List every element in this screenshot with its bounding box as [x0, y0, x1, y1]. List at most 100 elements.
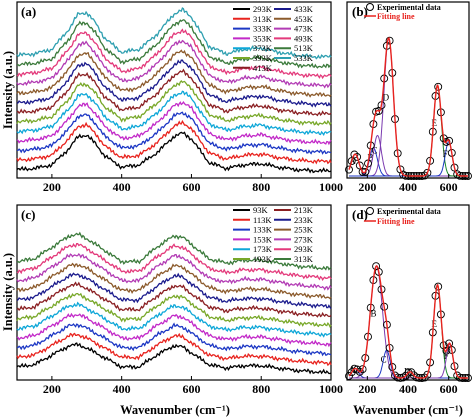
- data-point-3-37: [445, 339, 454, 348]
- series-line-2-2: [16, 322, 332, 357]
- legend-label-0-8: 453K: [294, 14, 314, 24]
- panel-c-frame: [16, 204, 332, 381]
- series-line-0-9: [16, 39, 332, 89]
- x-tick-label-1-1: 400: [399, 180, 417, 194]
- legend-label-0-6: 413K: [253, 63, 273, 73]
- data-point-3-4: [355, 367, 364, 376]
- peak-label-3-B: B: [370, 309, 376, 319]
- chart-marks: 200 400 600 800 1000293K313K333K353K373K393K…: [16, 4, 472, 396]
- peak-label-1-D: D: [383, 92, 390, 102]
- series-line-0-4: [16, 90, 332, 136]
- series-line-2-7: [16, 272, 332, 310]
- panel-d-label: (d): [352, 207, 368, 222]
- series-line-2-10: [16, 243, 332, 281]
- legend-label-2-3: 153K: [253, 234, 273, 244]
- data-point-3-17: [391, 371, 399, 380]
- legend-label-2-8: 253K: [294, 225, 314, 235]
- legend-label-2-1: 113K: [253, 215, 272, 225]
- series-line-0-10: [16, 28, 332, 80]
- panel-a-ylabel: Intensity (a.u.): [1, 51, 15, 129]
- series-line-0-6: [16, 68, 332, 117]
- x-tick-label-0-2: 600: [182, 180, 200, 194]
- panel-b-legend-marker: [366, 3, 374, 11]
- series-line-2-0: [16, 342, 332, 375]
- data-point-3-5: [358, 365, 367, 374]
- x-tick-label-2-3: 800: [252, 382, 270, 396]
- legend-label-0-4: 373K: [253, 43, 273, 53]
- x-tick-label-0-3: 800: [252, 180, 270, 194]
- legend-label-0-1: 313K: [253, 14, 273, 24]
- panel-a-frame: [16, 1, 332, 179]
- x-tick-label-0-1: 400: [113, 180, 131, 194]
- x-tick-label-2-1: 400: [113, 382, 131, 396]
- peak-label-3-C: C: [381, 355, 387, 365]
- legend-label-2-2: 133K: [253, 225, 273, 235]
- panel-b-legend-experimental: Experimental data: [377, 3, 441, 12]
- data-point-1-37: [445, 136, 454, 145]
- x-tick-label-0-4: 1000: [319, 180, 343, 194]
- peak-label-1-F: F: [443, 149, 448, 159]
- legend-label-0-11: 513K: [294, 43, 314, 53]
- peak-curve-3-E: [349, 283, 468, 379]
- series-line-2-8: [16, 262, 332, 300]
- x-tick-label-2-4: 1000: [319, 382, 343, 396]
- panel-d-legend-experimental: Experimental data: [377, 207, 441, 216]
- panel-d-xlabel: Wavenumber (cm⁻¹): [353, 403, 463, 417]
- data-point-1-29: [423, 168, 432, 177]
- legend-label-0-12: 533K: [294, 53, 314, 63]
- series-line-2-11: [16, 231, 332, 271]
- series-line-2-1: [16, 332, 332, 367]
- legend-label-2-11: 313K: [294, 254, 314, 264]
- series-line-0-1: [16, 119, 332, 165]
- series-line-0-3: [16, 100, 332, 146]
- panel-c-ylabel: Intensity (a.u.): [1, 253, 15, 331]
- peak-label-1-B: B: [367, 153, 373, 163]
- panel-b-label: (b): [352, 4, 368, 19]
- legend-label-2-4: 173K: [253, 244, 273, 254]
- data-point-1-5: [358, 167, 367, 176]
- legend-label-2-6: 213K: [294, 205, 314, 215]
- series-line-2-6: [16, 281, 332, 318]
- panel-c-label: (c): [21, 207, 35, 222]
- legend-label-2-9: 273K: [294, 234, 314, 244]
- panel-b-legend-fitting: Fitting line: [377, 12, 415, 21]
- legend-label-0-0: 293K: [253, 4, 273, 14]
- x-tick-label-2-2: 600: [182, 382, 200, 396]
- series-line-2-4: [16, 301, 332, 338]
- data-point-1-4: [355, 161, 364, 170]
- panel-d-legend-marker: [366, 207, 374, 215]
- panel-a-label: (a): [21, 4, 36, 19]
- series-line-2-3: [16, 312, 332, 348]
- data-point-1-0: [345, 165, 353, 174]
- data-point-3-40: [453, 371, 462, 380]
- legend-label-0-3: 353K: [253, 33, 273, 43]
- series-line-0-11: [17, 19, 332, 69]
- peak-label-3-F: F: [444, 351, 449, 361]
- data-point-1-2: [350, 150, 359, 159]
- legend-label-0-10: 493K: [294, 33, 314, 43]
- panel-d-legend-fitting: Fitting line: [377, 217, 415, 226]
- peak-label-1-C: C: [372, 146, 378, 156]
- peak-label-1-E: E: [431, 118, 437, 128]
- x-tick-label-3-1: 400: [399, 382, 417, 396]
- legend-label-2-0: 93K: [253, 205, 269, 215]
- series-line-0-0: [16, 131, 332, 174]
- x-tick-label-1-0: 200: [358, 180, 376, 194]
- fit-line-3: [348, 265, 468, 379]
- data-point-3-36: [442, 346, 451, 355]
- panel-c-xlabel: Wavenumber (cm⁻¹): [120, 403, 230, 417]
- data-point-1-19: [396, 165, 405, 174]
- x-tick-label-3-0: 200: [358, 382, 376, 396]
- peak-label-1-A: A: [349, 156, 356, 166]
- series-line-2-5: [16, 292, 332, 328]
- legend-label-0-2: 333K: [253, 24, 273, 34]
- legend-label-0-9: 473K: [294, 24, 314, 34]
- series-line-0-2: [17, 111, 332, 155]
- legend-label-2-10: 293K: [294, 244, 314, 254]
- x-tick-label-1-2: 600: [440, 180, 458, 194]
- data-point-1-39: [450, 163, 459, 172]
- panel-b-frame: [346, 1, 470, 179]
- series-line-2-9: [16, 252, 332, 291]
- series-line-0-7: [16, 59, 332, 108]
- legend-label-2-5: 193K: [253, 254, 273, 264]
